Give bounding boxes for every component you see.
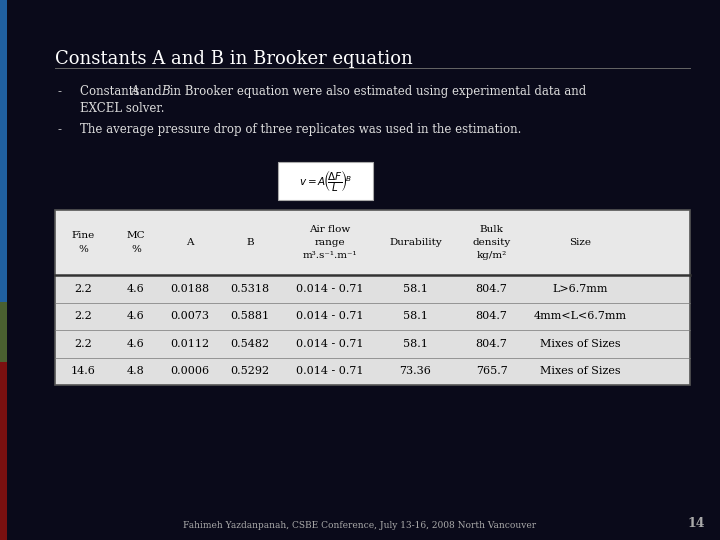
Text: 0.5482: 0.5482: [230, 339, 270, 349]
Text: and: and: [136, 85, 166, 98]
Text: Mixes of Sizes: Mixes of Sizes: [540, 339, 621, 349]
Text: Fine: Fine: [72, 232, 95, 240]
Text: L>6.7mm: L>6.7mm: [553, 284, 608, 294]
Text: Fahimeh Yazdanpanah, CSBE Conference, July 13-16, 2008 North Vancouver: Fahimeh Yazdanpanah, CSBE Conference, Ju…: [184, 521, 536, 530]
Bar: [55, 210, 690, 385]
Text: %: %: [78, 245, 89, 253]
Text: Constants A and B in Brooker equation: Constants A and B in Brooker equation: [55, 50, 413, 68]
Text: 0.5292: 0.5292: [230, 366, 270, 376]
Text: 4.6: 4.6: [127, 311, 145, 321]
Bar: [0, 302, 7, 362]
Text: Constants: Constants: [80, 85, 143, 98]
Text: Durability: Durability: [389, 238, 442, 247]
Text: m³.s⁻¹.m⁻¹: m³.s⁻¹.m⁻¹: [302, 251, 357, 260]
Text: MC: MC: [127, 232, 145, 240]
Text: 804.7: 804.7: [476, 284, 508, 294]
Text: 58.1: 58.1: [403, 339, 428, 349]
Text: EXCEL solver.: EXCEL solver.: [80, 102, 164, 115]
Text: 14: 14: [688, 517, 705, 530]
Text: 0.014 - 0.71: 0.014 - 0.71: [296, 311, 364, 321]
Text: Air flow: Air flow: [309, 225, 350, 234]
Text: 0.0073: 0.0073: [171, 311, 210, 321]
Text: 0.5318: 0.5318: [230, 284, 270, 294]
Text: Mixes of Sizes: Mixes of Sizes: [540, 366, 621, 376]
Text: 0.014 - 0.71: 0.014 - 0.71: [296, 339, 364, 349]
Text: in Brooker equation were also estimated using experimental data and: in Brooker equation were also estimated …: [166, 85, 587, 98]
Bar: [55, 210, 690, 385]
Text: 58.1: 58.1: [403, 311, 428, 321]
Text: A: A: [186, 238, 194, 247]
Text: 0.014 - 0.71: 0.014 - 0.71: [296, 366, 364, 376]
Text: 73.36: 73.36: [400, 366, 431, 376]
Text: 0.5881: 0.5881: [230, 311, 270, 321]
Text: 4.6: 4.6: [127, 339, 145, 349]
Bar: [55, 210, 690, 275]
Text: $\it{v}=\it{A}\!\left(\!\dfrac{\Delta F}{\,\it{L}\,}\!\right)^{\!\it{B}}$: $\it{v}=\it{A}\!\left(\!\dfrac{\Delta F}…: [299, 168, 352, 194]
Text: 4mm<L<6.7mm: 4mm<L<6.7mm: [534, 311, 627, 321]
Text: -: -: [58, 123, 62, 136]
Text: 2.2: 2.2: [75, 284, 92, 294]
Text: 804.7: 804.7: [476, 339, 508, 349]
Text: 0.0112: 0.0112: [171, 339, 210, 349]
Text: A: A: [131, 85, 140, 98]
Bar: [0, 362, 7, 540]
Text: density: density: [472, 238, 510, 247]
Text: 0.0006: 0.0006: [171, 366, 210, 376]
Text: 2.2: 2.2: [75, 339, 92, 349]
Text: kg/m²: kg/m²: [477, 251, 507, 260]
Text: range: range: [315, 238, 345, 247]
Text: B: B: [161, 85, 170, 98]
Text: 0.0188: 0.0188: [171, 284, 210, 294]
Text: 2.2: 2.2: [75, 311, 92, 321]
Bar: [0, 0, 7, 302]
Text: Size: Size: [570, 238, 591, 247]
Text: 0.014 - 0.71: 0.014 - 0.71: [296, 284, 364, 294]
Text: B: B: [246, 238, 254, 247]
Text: 804.7: 804.7: [476, 311, 508, 321]
Text: Bulk: Bulk: [480, 225, 503, 234]
Text: 14.6: 14.6: [71, 366, 96, 376]
Text: The average pressure drop of three replicates was used in the estimation.: The average pressure drop of three repli…: [80, 123, 521, 136]
Bar: [278, 162, 373, 200]
Text: 58.1: 58.1: [403, 284, 428, 294]
Text: 4.8: 4.8: [127, 366, 145, 376]
Text: 4.6: 4.6: [127, 284, 145, 294]
Text: %: %: [131, 245, 141, 253]
Text: 765.7: 765.7: [476, 366, 508, 376]
Text: -: -: [58, 85, 62, 98]
